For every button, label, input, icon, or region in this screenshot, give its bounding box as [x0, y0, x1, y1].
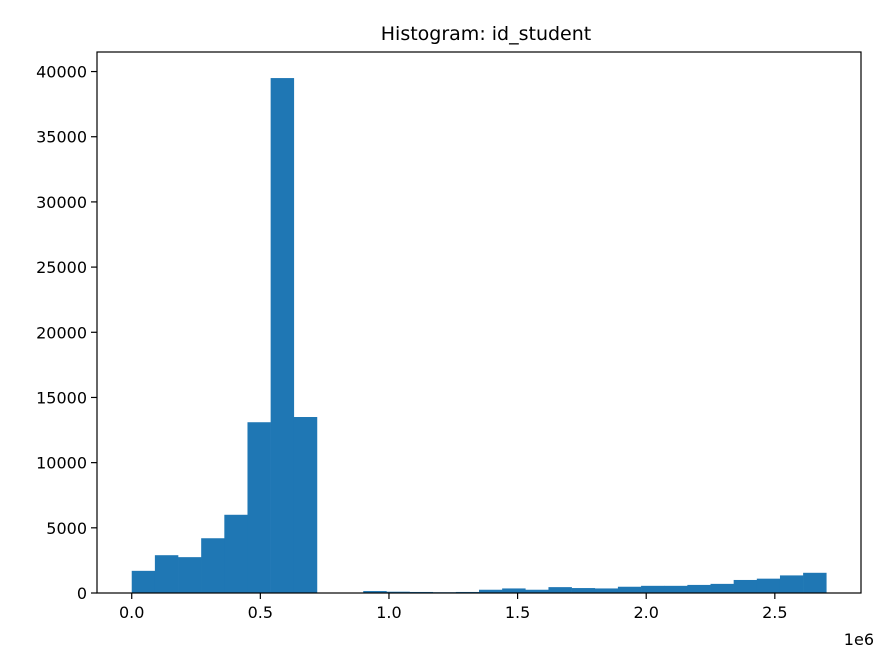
bars-layer: [131, 78, 827, 593]
y-tick-label: 30000: [36, 193, 87, 212]
y-tick-label: 5000: [46, 519, 87, 538]
histogram-bar: [525, 589, 549, 593]
histogram-bar: [756, 578, 781, 593]
histogram-bar: [710, 583, 734, 593]
x-tick-label: 1.0: [376, 603, 401, 622]
y-tick-label: 15000: [36, 388, 87, 407]
x-tick-label: 0.0: [119, 603, 144, 622]
histogram-bar: [154, 555, 179, 593]
histogram-bar: [779, 575, 804, 593]
histogram-bar: [247, 422, 271, 593]
histogram-bar: [178, 557, 202, 593]
histogram-bar: [617, 586, 642, 593]
histogram-bar: [548, 587, 572, 593]
x-axis-offset-label: 1e6: [844, 630, 874, 649]
x-tick-label: 2.0: [633, 603, 658, 622]
histogram-bar: [131, 570, 156, 593]
chart-title: Histogram: id_student: [381, 23, 591, 45]
histogram-bar: [641, 585, 665, 593]
y-tick-label: 25000: [36, 258, 87, 277]
histogram-bar: [479, 589, 503, 593]
histogram-bar: [386, 591, 410, 593]
x-tick-label: 2.5: [762, 603, 787, 622]
histogram-bar: [363, 591, 387, 593]
y-tick-label: 0: [77, 584, 87, 603]
y-tick-label: 10000: [36, 454, 87, 473]
histogram-bar: [270, 78, 295, 593]
plot-area-frame: [96, 51, 862, 594]
histogram-bar: [293, 417, 318, 593]
y-axis: 0 5000 10000 15000 20000 25000 30000 35000 40000: [36, 63, 97, 603]
x-tick-label: 1.5: [505, 603, 530, 622]
y-tick-label: 40000: [36, 63, 87, 82]
y-tick-label: 20000: [36, 323, 87, 342]
x-axis: 0.0 0.5 1.0 1.5 2.0 2.5: [119, 593, 788, 622]
y-tick-label: 35000: [36, 128, 87, 147]
histogram-bar: [594, 588, 619, 593]
histogram-bar: [502, 588, 526, 593]
histogram-bar: [664, 585, 688, 593]
histogram-bar: [733, 579, 758, 593]
histogram-bar: [687, 584, 711, 593]
histogram-bar: [224, 514, 248, 593]
histogram-bar: [803, 572, 827, 593]
histogram-bar: [571, 588, 596, 593]
x-tick-label: 0.5: [248, 603, 273, 622]
histogram-bar: [201, 538, 225, 593]
